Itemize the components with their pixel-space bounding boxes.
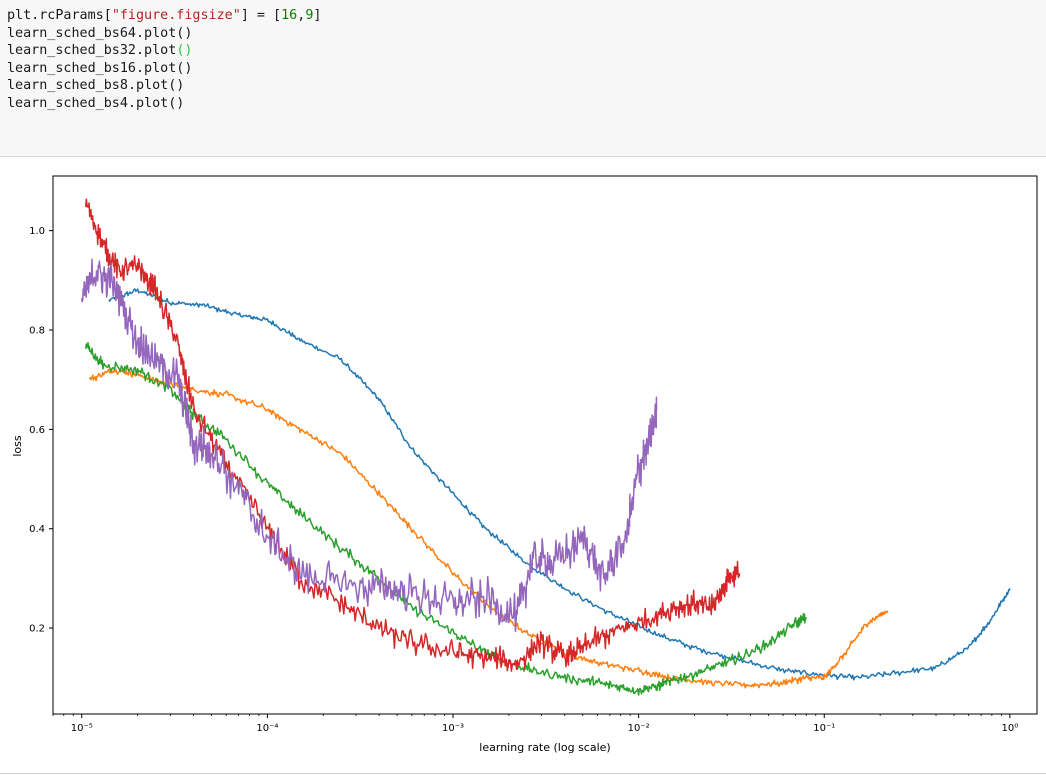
code-line: learn_sched_bs64.plot() — [7, 26, 192, 41]
code-line: learn_sched_bs32.plot() — [7, 43, 192, 58]
code-token: ] — [313, 8, 322, 23]
code-token: learn_sched_bs32.plot — [7, 43, 177, 59]
code-line: plt.rcParams["figure.figsize"] = [16,9] — [7, 8, 321, 23]
y-tick-label: 0.8 — [29, 325, 45, 336]
code-token: plt.rcParams[ — [7, 8, 112, 23]
x-tick-label: 10⁻¹ — [813, 723, 835, 734]
series-line-2 — [88, 368, 889, 689]
series-line-1 — [108, 288, 1011, 681]
x-tick-label: 10⁻⁵ — [71, 723, 93, 734]
series-line-4 — [84, 198, 741, 672]
y-tick-label: 0.2 — [29, 624, 45, 635]
x-tick-label: 10⁻² — [628, 723, 650, 734]
y-tick-label: 1.0 — [29, 226, 45, 237]
code-token: "figure.figsize" — [111, 8, 241, 23]
tick-group: 10⁻⁵ 10⁻⁴ 10⁻³ 10⁻² 10⁻¹ 10⁰ 0.2 0.4 0.6 0.8 1.0 — [29, 226, 1018, 734]
series-group — [81, 198, 1011, 696]
code-line: learn_sched_bs8.plot() — [7, 78, 184, 93]
code-token: () — [176, 43, 193, 59]
code-editor[interactable]: plt.rcParams["figure.figsize"] = [16,9] … — [7, 7, 321, 113]
code-token: ] = [ — [240, 8, 282, 23]
code-token: , — [297, 8, 306, 23]
code-token: learn_sched_bs4.plot() — [7, 95, 185, 111]
y-tick-label: 0.6 — [29, 425, 45, 436]
code-token: learn_sched_bs16.plot() — [7, 60, 193, 76]
series-line-5 — [81, 258, 658, 633]
series-line-3 — [84, 341, 807, 696]
code-cell[interactable]: plt.rcParams["figure.figsize"] = [16,9] … — [0, 0, 1046, 157]
y-axis-label: loss — [11, 435, 24, 457]
code-line: learn_sched_bs4.plot() — [7, 96, 184, 111]
y-tick-label: 0.4 — [29, 524, 45, 535]
axes-frame — [52, 175, 1038, 715]
code-token: 9 — [305, 8, 314, 23]
code-token: learn_sched_bs64.plot() — [7, 25, 193, 41]
cell-divider — [0, 773, 1046, 774]
x-axis-label: learning rate (log scale) — [479, 741, 610, 754]
x-tick-label: 10⁻⁴ — [256, 723, 278, 734]
output-area: 10⁻⁵ 10⁻⁴ 10⁻³ 10⁻² 10⁻¹ 10⁰ 0.2 0.4 0.6 0.8 1.0 l… — [0, 158, 1046, 775]
code-line: learn_sched_bs16.plot() — [7, 61, 192, 76]
code-token: 16 — [281, 8, 298, 23]
x-tick-label: 10⁻³ — [442, 723, 464, 734]
x-tick-label: 10⁰ — [1002, 723, 1019, 734]
loss-vs-lr-chart: 10⁻⁵ 10⁻⁴ 10⁻³ 10⁻² 10⁻¹ 10⁰ 0.2 0.4 0.6 0.8 1.0 l… — [11, 175, 1038, 754]
code-token: learn_sched_bs8.plot() — [7, 78, 185, 94]
